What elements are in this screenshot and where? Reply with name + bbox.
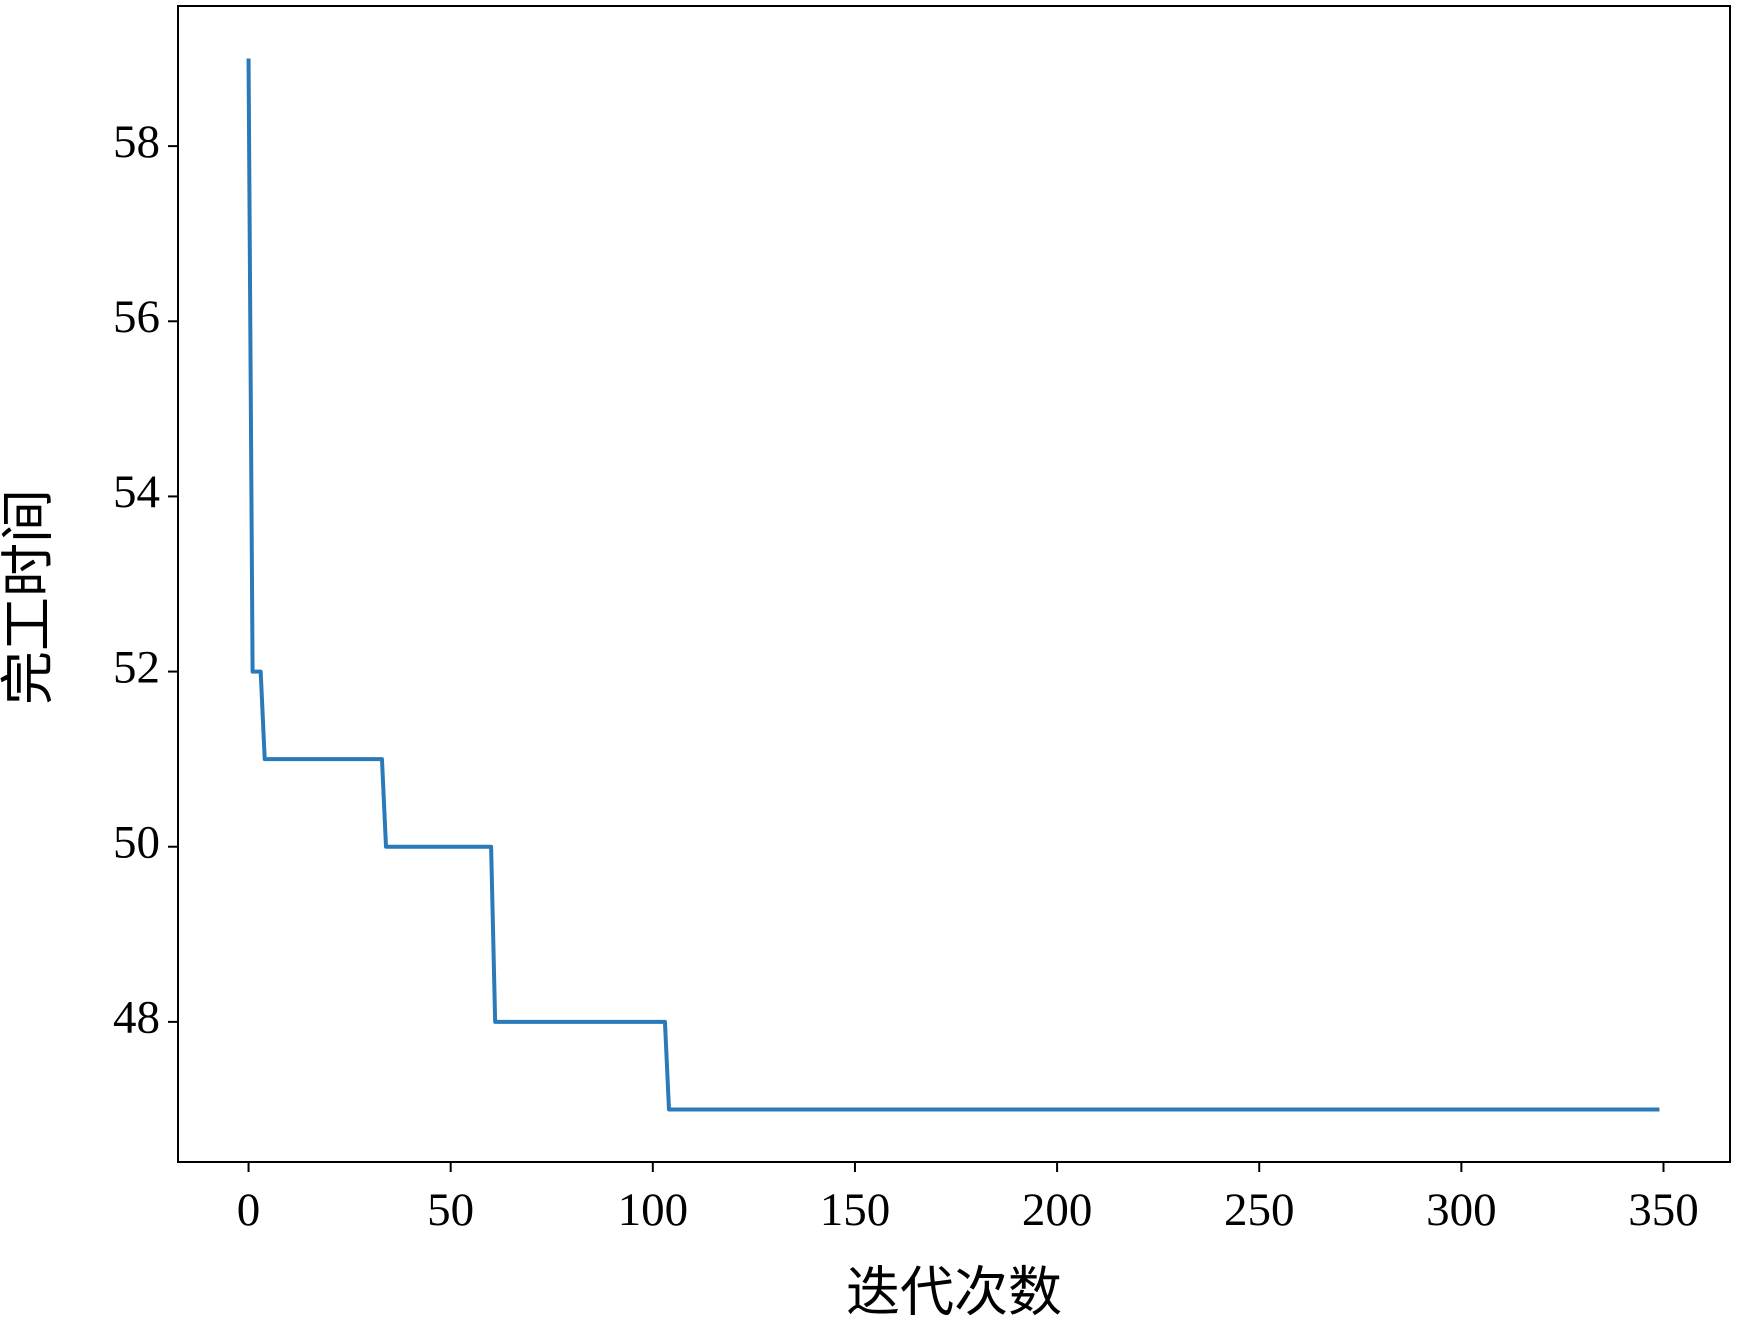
y-tick-label: 58 bbox=[113, 116, 160, 168]
x-tick-label: 100 bbox=[618, 1184, 689, 1236]
y-tick-label: 56 bbox=[113, 291, 160, 343]
plot-frame bbox=[177, 5, 1731, 1163]
data-line bbox=[246, 58, 1660, 1112]
x-tick-label: 350 bbox=[1628, 1184, 1699, 1236]
x-tick-label: 300 bbox=[1426, 1184, 1497, 1236]
x-tick-label: 150 bbox=[820, 1184, 891, 1236]
y-tick-label: 52 bbox=[113, 641, 160, 693]
x-tick-label: 50 bbox=[427, 1184, 474, 1236]
y-tick-label: 50 bbox=[113, 817, 160, 869]
x-tick-label: 0 bbox=[237, 1184, 261, 1236]
x-tick-label: 200 bbox=[1022, 1184, 1093, 1236]
x-axis-label: 迭代次数 bbox=[846, 1262, 1062, 1322]
y-axis-label: 完工时间 bbox=[0, 489, 58, 705]
y-tick-label: 54 bbox=[113, 466, 160, 518]
y-tick-label: 48 bbox=[113, 992, 160, 1044]
x-tick-label: 250 bbox=[1224, 1184, 1295, 1236]
